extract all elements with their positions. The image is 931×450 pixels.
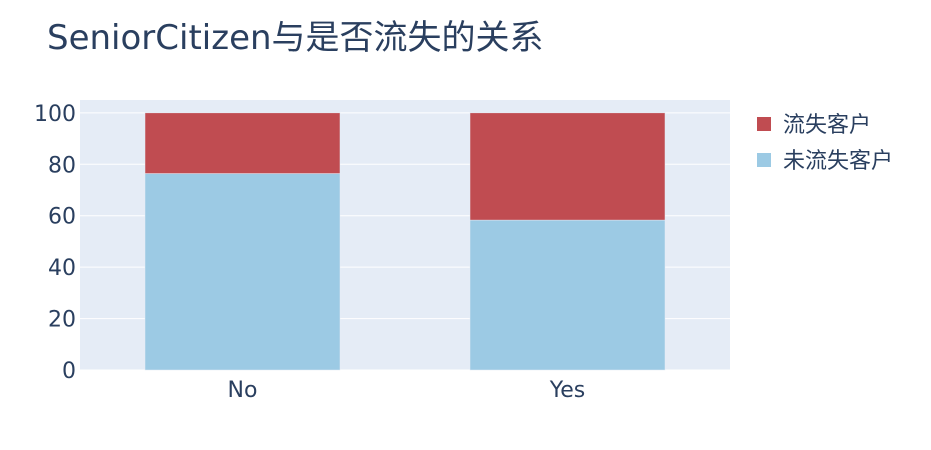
x-tick-label: No <box>228 378 258 403</box>
y-tick-label: 0 <box>62 359 76 384</box>
legend-label[interactable]: 流失客户 <box>783 113 871 138</box>
y-tick-label: 20 <box>48 308 76 333</box>
y-tick-label: 80 <box>48 153 76 178</box>
bar-segment[interactable] <box>469 219 666 371</box>
bar-segment[interactable] <box>469 112 666 221</box>
bar-segment[interactable] <box>144 173 341 371</box>
legend-label[interactable]: 未流失客户 <box>783 149 893 174</box>
legend-swatch[interactable] <box>757 153 771 167</box>
x-axis-ticks: No Yes <box>228 378 586 403</box>
y-tick-label: 40 <box>48 256 76 281</box>
chart-title: SeniorCitizen与是否流失的关系 <box>47 18 544 58</box>
x-tick-label: Yes <box>549 378 586 403</box>
y-tick-label: 60 <box>48 205 76 230</box>
bars <box>144 112 666 371</box>
legend-swatch[interactable] <box>757 117 771 131</box>
y-tick-label: 100 <box>34 102 76 127</box>
y-axis-ticks: 0 20 40 60 80 100 <box>34 102 76 384</box>
bar-segment[interactable] <box>144 112 341 174</box>
